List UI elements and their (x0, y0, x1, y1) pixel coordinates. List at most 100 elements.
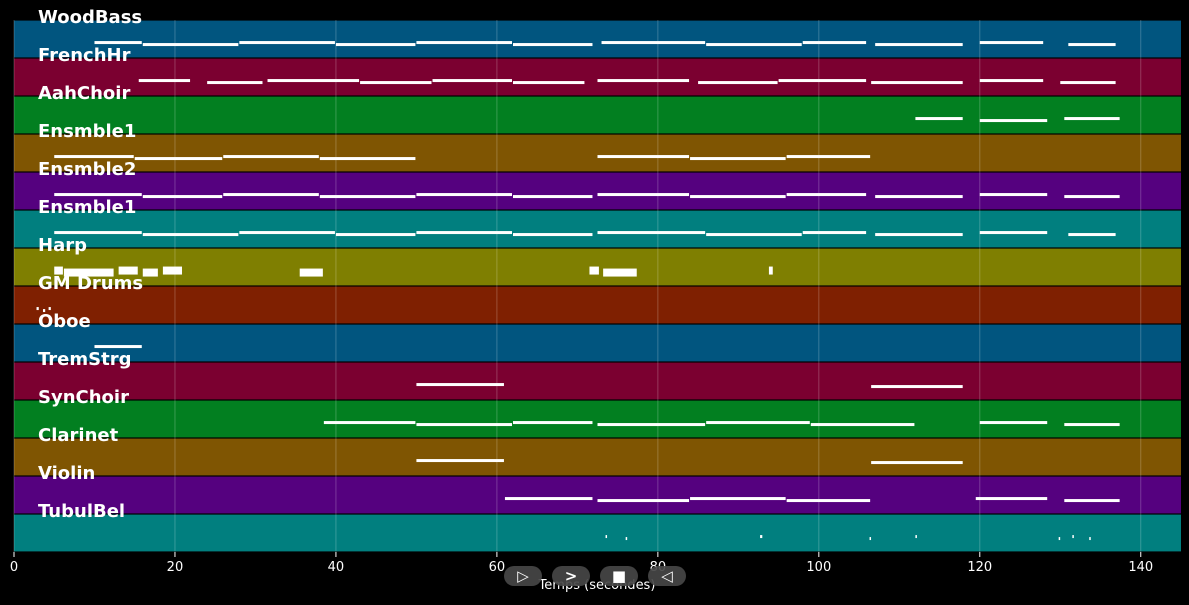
note-segment (1064, 499, 1120, 503)
track-band (14, 210, 1181, 248)
note-segment (597, 231, 706, 235)
note-segment (512, 421, 593, 425)
track-band (14, 400, 1181, 438)
note-segment (416, 459, 504, 463)
stop-button[interactable]: ■ (600, 566, 638, 586)
note-segment (915, 535, 917, 539)
note-segment (319, 157, 416, 161)
note-segment (54, 231, 142, 235)
note-segment (975, 497, 1048, 501)
note-segment (432, 79, 512, 83)
stop-icon: ■ (611, 566, 627, 585)
note-segment (706, 421, 810, 425)
track-label: Violin (38, 463, 96, 484)
note-segment (142, 195, 223, 199)
note-segment (1058, 537, 1061, 541)
note-segment (706, 43, 802, 47)
note-segment (512, 81, 585, 85)
forward-icon: > (564, 566, 578, 585)
note-segment (979, 41, 1044, 45)
note-segment (979, 231, 1048, 235)
note-segment (1064, 423, 1120, 427)
note-segment (416, 41, 512, 45)
note-segment (778, 79, 867, 83)
note-segment (94, 41, 142, 45)
note-segment (54, 193, 142, 197)
track-label: Clarinet (38, 425, 119, 446)
note-segment (915, 117, 963, 121)
note-segment (1072, 535, 1074, 539)
track-band (14, 476, 1181, 514)
track-band (14, 96, 1181, 134)
note-segment (142, 233, 239, 237)
note-segment (625, 537, 628, 541)
track-label: Ensmble1 (38, 197, 137, 218)
x-tick-label: 60 (488, 560, 506, 575)
note-segment (335, 233, 416, 237)
note-segment (786, 499, 871, 503)
track-label: TremStrg (38, 349, 132, 370)
back-icon: ◁ (661, 566, 673, 585)
note-segment (802, 41, 867, 45)
track-band (14, 514, 1181, 552)
note-segment (979, 193, 1048, 197)
track-label: Ensmble2 (38, 159, 137, 180)
note-segment (871, 385, 963, 389)
x-tick-label: 140 (1128, 560, 1154, 575)
note-segment (605, 535, 608, 539)
note-segment (118, 266, 138, 275)
track-label: Oboe (38, 311, 91, 332)
note-segment (207, 81, 263, 85)
note-segment (875, 43, 963, 47)
note-segment (512, 43, 593, 47)
x-tick-label: 100 (806, 560, 832, 575)
note-segment (597, 193, 690, 197)
track-label: SynChoir (38, 387, 129, 408)
note-segment (267, 79, 360, 83)
track-label: AahChoir (38, 83, 131, 104)
note-segment (54, 266, 63, 275)
note-segment (871, 81, 963, 85)
forward-button[interactable]: > (552, 566, 590, 586)
note-segment (63, 268, 114, 277)
track-label: WoodBass (38, 7, 143, 28)
x-tick-label: 120 (967, 560, 993, 575)
note-segment (786, 155, 871, 159)
note-segment (504, 497, 593, 501)
note-segment (223, 193, 319, 197)
track-band (14, 20, 1181, 58)
note-segment (760, 535, 763, 539)
note-segment (869, 537, 872, 541)
x-tick-label: 20 (166, 560, 184, 575)
note-segment (1064, 195, 1120, 199)
note-segment (416, 423, 512, 427)
note-segment (512, 233, 593, 237)
note-segment (512, 195, 593, 199)
track-label: GM Drums (38, 273, 144, 294)
note-segment (162, 266, 183, 275)
note-segment (1060, 81, 1116, 85)
note-segment (239, 231, 335, 235)
track-band (14, 58, 1181, 96)
note-segment (768, 266, 773, 275)
note-segment (597, 423, 706, 427)
note-segment (42, 309, 46, 313)
note-segment (597, 79, 690, 83)
play-icon: ▷ (517, 566, 529, 585)
note-segment (597, 499, 690, 503)
note-segment (138, 79, 191, 83)
note-segment (589, 266, 599, 275)
note-segment (239, 41, 335, 45)
play-button[interactable]: ▷ (504, 566, 542, 586)
note-segment (360, 81, 432, 85)
back-button[interactable]: ◁ (648, 566, 686, 586)
note-segment (802, 231, 867, 235)
note-segment (1089, 537, 1091, 541)
track-label: Harp (38, 235, 87, 256)
note-segment (335, 43, 416, 47)
track-label: TubulBel (38, 501, 126, 522)
note-segment (36, 307, 39, 311)
track-band (14, 134, 1181, 172)
note-segment (323, 421, 416, 425)
track-label: Ensmble1 (38, 121, 137, 142)
